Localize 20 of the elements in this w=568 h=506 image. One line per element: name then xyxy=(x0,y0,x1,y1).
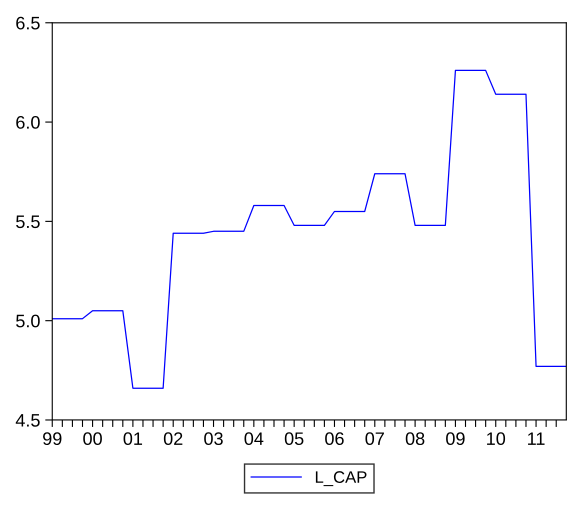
x-tick-label: 04 xyxy=(244,432,264,446)
x-tick-label: 07 xyxy=(365,432,384,446)
x-tick-label: 08 xyxy=(406,432,424,446)
x-tick-label: 09 xyxy=(446,432,465,446)
x-tick-label: 99 xyxy=(43,432,62,446)
x-tick-label: 03 xyxy=(204,432,223,446)
y-tick-label: 5.0 xyxy=(16,314,40,328)
y-tick-label: 6.0 xyxy=(16,116,40,129)
x-tick-label: 11 xyxy=(528,432,545,445)
y-tick-label: 4.5 xyxy=(16,414,40,427)
line-series xyxy=(52,70,566,389)
x-tick-label: 02 xyxy=(164,432,182,446)
x-tick-label: 00 xyxy=(83,432,102,446)
x-tick-label: 10 xyxy=(487,432,506,446)
legend-label: L_CAP xyxy=(316,471,366,486)
y-tick-label: 6.5 xyxy=(16,16,40,30)
x-tick-label: 01 xyxy=(124,432,142,446)
x-tick-label: 05 xyxy=(284,432,304,446)
x-tick-label: 06 xyxy=(325,432,344,446)
y-tick-label: 5.5 xyxy=(16,215,40,228)
